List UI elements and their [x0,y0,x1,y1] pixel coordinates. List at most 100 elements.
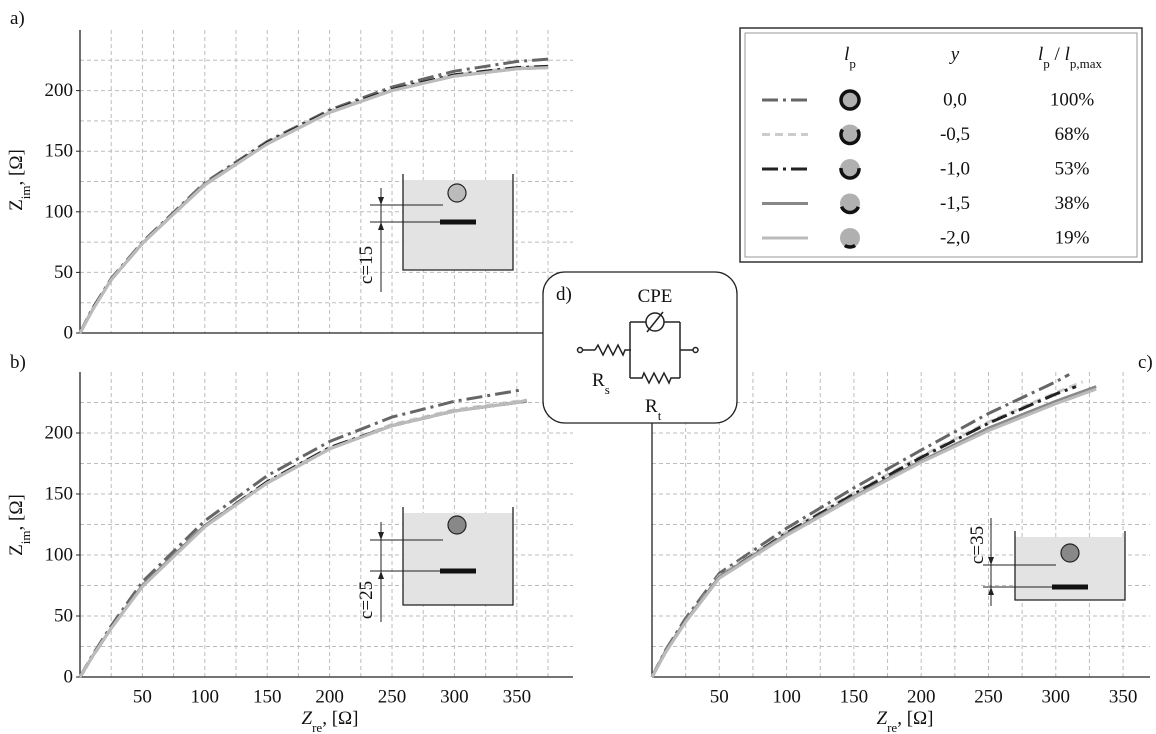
y-axis-label-part: , [Ω] [6,494,27,530]
x-tick-label: 150 [840,687,869,708]
rs-main: R [592,370,605,391]
legend-y: -1,5 [940,193,970,214]
circuit-wires [576,311,699,385]
header-ratio-part: p [1043,56,1050,71]
legend-y: 0,0 [943,90,967,111]
y-tick-label: 0 [64,667,74,688]
x-tick-label: 150 [253,687,282,708]
header-ratio-part: l [1065,44,1070,65]
cpe-label: CPE [638,286,673,307]
legend-icon [840,159,860,179]
inset-annotation: c=15 [356,246,377,284]
inset-arrow [378,571,384,579]
inset-vessel [402,507,514,606]
y-tick-label: 100 [45,545,74,566]
header-y: y [949,44,960,65]
x-axis-label-part: Z [877,708,888,729]
inset-electrode [1052,584,1088,590]
legend-icon [840,228,860,248]
rt-sub: t [658,408,662,423]
inset-particle [447,515,467,535]
inset-arrow [988,557,994,565]
series-line [650,380,1084,678]
circuit-box [542,271,738,424]
x-tick-label: 200 [315,687,344,708]
x-tick-label: 100 [191,687,220,708]
legend-icon-arc [839,158,861,180]
x-axis-label-part: , [Ω] [897,708,933,729]
inset-particle [447,183,467,203]
x-tick-label: 250 [974,687,1003,708]
inset-arrow [378,222,384,230]
rt-label: Rt [645,396,662,423]
header-ratio: lp / lp,max [1038,44,1102,71]
y-axis-label-part: im [18,185,33,199]
x-axis-label: Zre, [Ω] [877,708,934,734]
inset-electrode [440,219,476,225]
legend-frame-inner [744,32,1138,258]
circuit-label: d) [556,284,572,305]
series-line [650,385,1097,678]
rs-label: Rs [592,370,610,397]
rt-main: R [645,396,658,417]
y-axis-label-part: Z [6,199,27,211]
legend-icon [840,193,860,214]
inset-arrow [378,197,384,205]
legend-icon-arc [839,89,861,111]
series-line [650,373,1070,678]
y-axis-label-part: Z [6,544,27,556]
header-lp-part: l [844,44,849,65]
y-axis-label: Zim, [Ω] [6,149,33,211]
y-tick-label: 0 [64,323,74,344]
legend-frame [739,27,1143,263]
legend-icon [840,124,860,145]
x-axis-label-part: Z [302,708,313,729]
legend-ratio: 38% [1055,193,1090,214]
series-line [78,398,528,678]
series-line [650,387,1097,678]
legend-y: -0,5 [940,124,970,145]
panel-label: c) [1138,352,1153,373]
y-axis-label: Zim, [Ω] [6,494,33,556]
y-axis-label-part: im [18,530,33,544]
inset-electrode [440,568,476,574]
x-tick-label: 350 [1109,687,1138,708]
x-axis-label: Zre, [Ω] [302,708,359,734]
inset-arrow [988,587,994,595]
inset-arrow [378,532,384,540]
header-lp: lp [844,44,856,71]
x-axis-label-part: re [887,720,897,734]
x-tick-label: 200 [907,687,936,708]
inset-annotation: c=25 [356,581,377,619]
x-axis-label-part: re [312,720,322,734]
header-ratio-part: l [1038,44,1043,65]
x-tick-label: 50 [710,687,729,708]
legend-ratio: 68% [1055,124,1090,145]
legend-ratio: 100% [1050,90,1095,111]
series-line [78,66,549,334]
y-axis-label-part: , [Ω] [6,149,27,185]
legend-icon [840,90,860,110]
x-tick-label: 350 [503,687,532,708]
x-tick-label: 250 [378,687,407,708]
series-line [650,385,1077,678]
y-tick-label: 150 [45,484,74,505]
circuit-diagram: d) CPE Rs Rt [542,271,738,424]
x-tick-label: 300 [440,687,469,708]
y-tick-label: 50 [54,606,73,627]
legend-y: -2,0 [940,228,970,249]
y-tick-label: 100 [45,201,74,222]
inset-particle [1060,543,1080,563]
x-axis-label-part: , [Ω] [322,708,358,729]
x-tick-label: 100 [772,687,801,708]
rs-sub: s [605,382,610,397]
legend-ratio: 19% [1055,228,1090,249]
y-tick-label: 150 [45,141,74,162]
panel-label: a) [10,8,25,29]
x-tick-label: 50 [133,687,152,708]
legend-y: -1,0 [940,159,970,180]
x-tick-label: 300 [1042,687,1071,708]
header-ratio-part: / [1050,44,1065,65]
